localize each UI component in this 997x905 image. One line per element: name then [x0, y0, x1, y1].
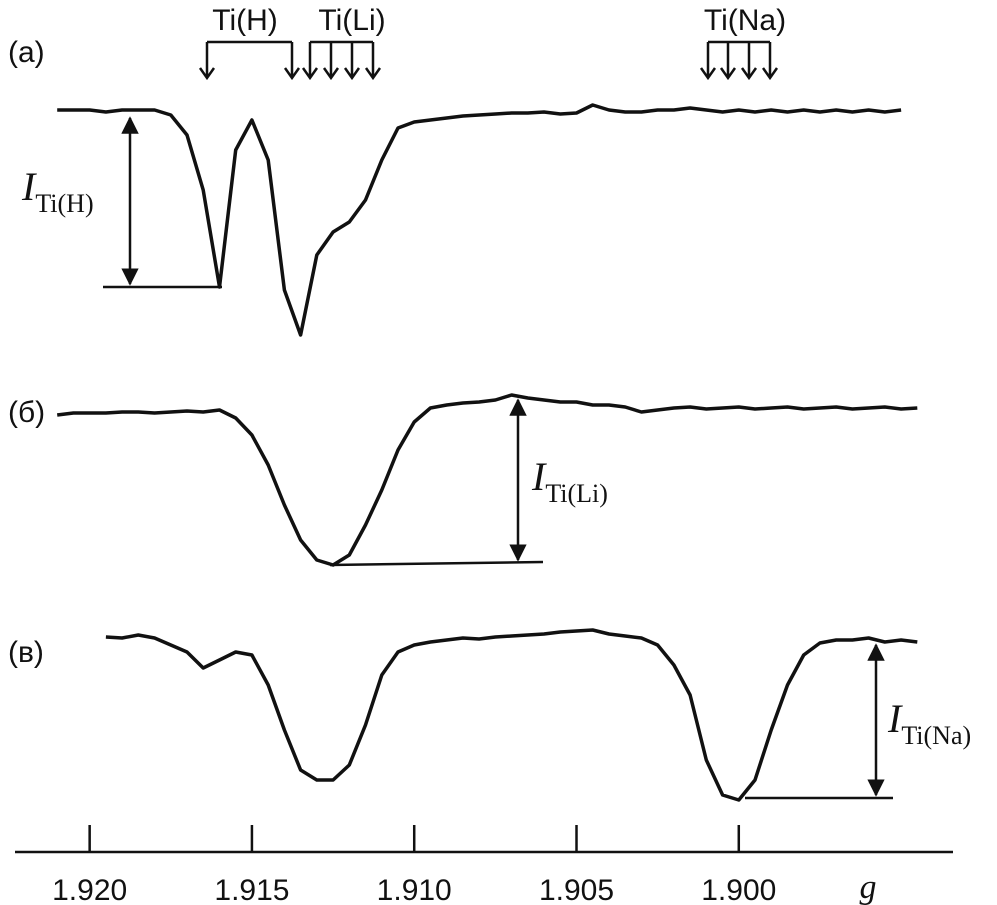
intensity-label: ITi(Na) [887, 696, 971, 750]
intensity-symbol: I [531, 454, 547, 499]
intensity-subscript: Ti(Li) [545, 479, 608, 508]
intensity-label: ITi(Li) [531, 454, 608, 508]
x-tick-label: 1.905 [539, 874, 614, 905]
intensity-symbol: I [887, 696, 903, 741]
x-tick-label: 1.920 [52, 874, 127, 905]
spectrum-line [105, 628, 918, 802]
spectrum-line [56, 393, 918, 567]
spectrum-line [57, 103, 902, 337]
intensity-subscript: Ti(Na) [901, 721, 971, 750]
panel-label: (в) [8, 636, 44, 669]
x-tick-label: 1.915 [214, 874, 289, 905]
x-tick-label: 1.910 [377, 874, 452, 905]
x-tick-label: 1.900 [701, 874, 776, 905]
panel-label: (a) [8, 36, 45, 69]
panel-label: (б) [8, 396, 45, 429]
x-axis-label: g [860, 869, 877, 905]
intensity-symbol: I [21, 164, 37, 209]
intensity-subscript: Ti(H) [35, 189, 93, 218]
stick-markers [198, 40, 779, 81]
intensity-label: ITi(H) [21, 164, 94, 218]
annotation: Ti(H) [212, 4, 278, 37]
annotation: Ti(Na) [704, 4, 786, 37]
intensity-arrows [103, 116, 893, 800]
annotation: Ti(Li) [318, 4, 385, 37]
